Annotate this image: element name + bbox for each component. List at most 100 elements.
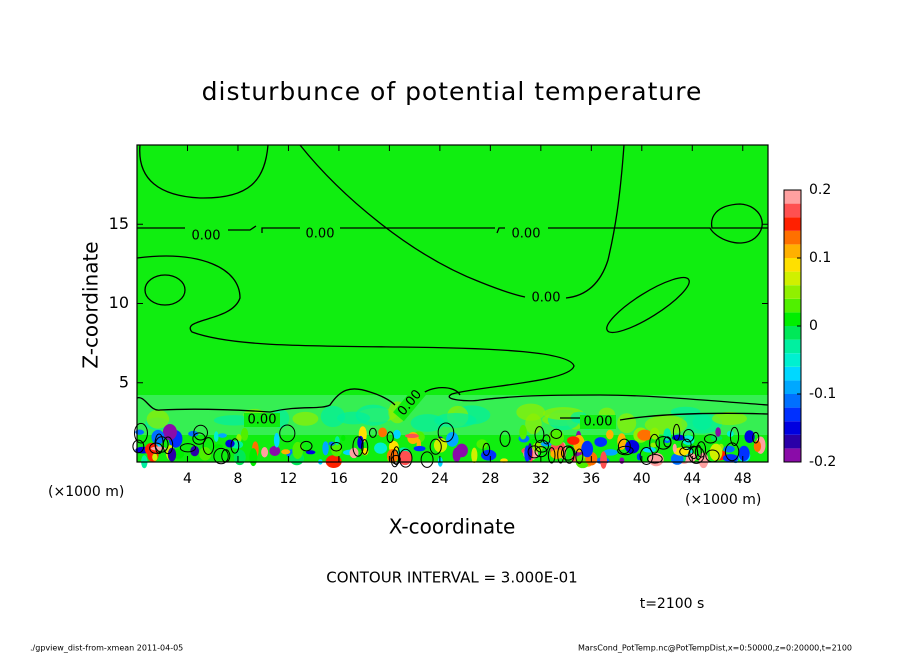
y-tick-label: 5 — [119, 372, 129, 391]
field-blob — [709, 443, 723, 461]
field-blob — [391, 454, 401, 465]
field-blob — [330, 442, 343, 452]
field-blob — [281, 449, 291, 455]
colorbar-tick-label: -0.2 — [809, 454, 836, 470]
field-blob — [525, 413, 542, 435]
field-blob — [429, 438, 442, 455]
field-blob — [617, 445, 634, 456]
field-blob — [499, 430, 511, 447]
time-label: t=2100 s — [640, 596, 705, 612]
x-tick-label: 32 — [532, 471, 550, 487]
field-blob — [279, 424, 296, 443]
field-blob — [617, 413, 637, 434]
x-tick-label: 48 — [734, 471, 752, 487]
field-blob — [729, 426, 740, 446]
x-tick-label: 24 — [431, 471, 449, 487]
field-blob — [162, 436, 174, 455]
field-blob — [398, 448, 413, 468]
field-blob — [328, 441, 335, 446]
field-blob — [305, 450, 316, 455]
field-blob — [639, 447, 654, 465]
x-tick-label: 4 — [183, 471, 192, 487]
field-blob — [566, 436, 580, 445]
field-blob — [413, 445, 426, 452]
x-unit-label: (×1000 m) — [48, 484, 124, 500]
contour-label: 0.00 — [306, 227, 335, 242]
field-blob — [336, 411, 371, 425]
contour-label: 0.00 — [584, 415, 613, 430]
field-blob — [603, 449, 618, 456]
colorbar-band — [784, 380, 801, 394]
colorbar-band — [784, 366, 801, 381]
x-unit-label: (×1000 m) — [685, 492, 761, 508]
colorbar-tick-label: 0 — [809, 318, 818, 334]
colorbar-band — [784, 217, 801, 231]
field-blob — [132, 439, 145, 454]
colorbar-band — [784, 285, 801, 299]
field-blob — [670, 406, 701, 417]
x-tick-label: 40 — [633, 471, 651, 487]
contour-label-bg — [580, 415, 616, 429]
field-blob — [476, 439, 488, 449]
field-blob — [233, 449, 246, 466]
field-blob — [188, 430, 199, 437]
contour-label: 0.00 — [532, 291, 561, 306]
field-blob — [320, 405, 346, 428]
contour-label-bg — [188, 229, 224, 243]
contour-line — [136, 255, 769, 406]
field-blob — [744, 430, 755, 444]
colorbar-band — [784, 394, 801, 408]
contour-label-bg — [302, 227, 338, 241]
field-blob — [404, 433, 419, 439]
field-blob — [374, 442, 388, 454]
x-tick-label: 12 — [280, 471, 298, 487]
field-blob — [192, 432, 206, 445]
contour-lines — [136, 144, 769, 421]
field-blob — [649, 433, 660, 454]
contour-label-bg — [508, 227, 544, 241]
contour-label: 0.00 — [248, 413, 277, 428]
field-blob — [368, 427, 377, 438]
colorbar-band — [784, 298, 801, 313]
field-blob — [482, 442, 491, 457]
field-blob — [334, 436, 340, 446]
field-blob — [606, 429, 614, 440]
field-blob — [650, 442, 657, 448]
field-blob — [679, 446, 694, 457]
field-blob — [557, 445, 565, 464]
field-blob — [600, 451, 607, 469]
field-blob — [386, 431, 394, 443]
field-blob — [624, 439, 640, 454]
field-blob — [527, 443, 533, 461]
field-blob — [273, 432, 280, 448]
field-blob — [322, 441, 329, 456]
x-tick-label: 28 — [481, 471, 499, 487]
field-blob — [704, 434, 718, 444]
field-blob — [193, 424, 208, 441]
field-blob — [455, 443, 468, 458]
field-blob — [698, 452, 709, 469]
colorbar-band — [784, 258, 801, 272]
chart-title: disturbunce of potential temperature — [202, 77, 703, 106]
field-blob — [534, 426, 545, 444]
field-blob — [134, 422, 148, 444]
field-blob — [179, 443, 197, 453]
field-blob — [752, 431, 760, 444]
field-blob — [694, 444, 702, 461]
contour-line — [136, 386, 769, 421]
field-blob — [547, 447, 556, 464]
field-blob — [225, 439, 235, 448]
field-blob — [550, 428, 563, 439]
field-blob — [269, 445, 281, 456]
field-blob — [213, 431, 219, 442]
y-tick-label: 10 — [109, 293, 129, 312]
contour-line — [144, 274, 186, 306]
field-blob — [564, 446, 575, 464]
field-blob — [519, 424, 527, 440]
field-blob — [642, 446, 656, 453]
colorbar-tick-label: 0.2 — [809, 182, 831, 198]
field-blob — [672, 423, 681, 441]
y-axis-label: Z-coordinate — [79, 241, 103, 368]
colorbar-band — [784, 421, 801, 435]
